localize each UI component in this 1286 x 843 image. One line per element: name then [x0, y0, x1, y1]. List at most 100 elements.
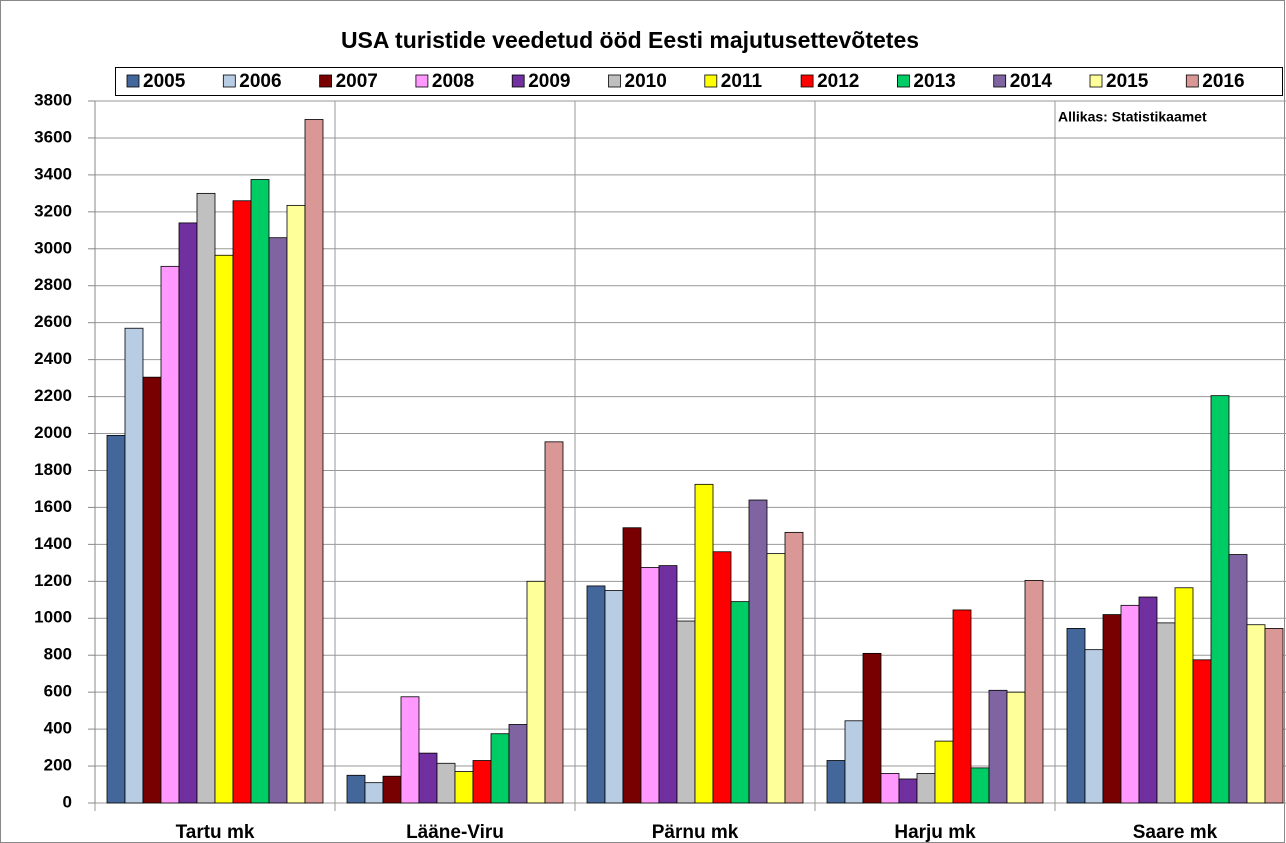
bar [124, 327, 144, 804]
y-tick-label: 2400 [34, 349, 72, 368]
bar [1210, 395, 1230, 804]
bar [766, 553, 786, 804]
y-tick-label: 2600 [34, 312, 72, 331]
bar [622, 527, 642, 804]
y-tick-label: 200 [44, 756, 72, 775]
bar [214, 254, 234, 804]
y-tick-label: 3400 [34, 164, 72, 183]
legend-label: 2008 [432, 71, 474, 92]
bar [364, 782, 384, 804]
y-tick-label: 1400 [34, 534, 72, 553]
x-tick-label: Tartu mk [176, 822, 255, 843]
legend-box [115, 67, 1283, 96]
bar [142, 376, 162, 804]
bar [508, 724, 528, 804]
legend-swatch [704, 74, 718, 88]
legend-label: 2013 [913, 71, 955, 92]
bar [1228, 554, 1248, 804]
bar [106, 434, 126, 804]
bar [418, 752, 438, 804]
legend-label: 2015 [1106, 71, 1149, 92]
legend-swatch [800, 74, 814, 88]
bar [784, 531, 804, 804]
legend-label: 2016 [1202, 71, 1244, 92]
bar [844, 720, 864, 804]
annotation: Allikas: Statistikaamet [1058, 109, 1207, 125]
bar [544, 441, 564, 804]
bar [1102, 614, 1122, 804]
bar [1006, 691, 1026, 804]
legend-label: 2010 [625, 71, 667, 92]
legend-swatch [897, 74, 910, 88]
y-tick-label: 0 [63, 792, 72, 811]
legend-swatch [126, 74, 140, 88]
legend-swatch [1185, 74, 1199, 88]
bar [934, 740, 954, 804]
bar [1084, 649, 1104, 804]
bar [640, 567, 660, 804]
y-tick-label: 3800 [34, 90, 72, 109]
x-tick-label: Pärnu mk [652, 822, 739, 843]
legend-label: 2007 [336, 71, 378, 92]
y-tick-label: 1200 [34, 571, 72, 590]
bar [526, 580, 546, 804]
bar [268, 237, 288, 804]
bar [712, 551, 732, 804]
bar [604, 590, 624, 804]
bar [730, 601, 750, 804]
y-tick-label: 1800 [34, 460, 72, 479]
bar [382, 775, 402, 804]
bar [694, 483, 714, 804]
bar [1264, 628, 1284, 804]
legend-swatch [319, 74, 333, 88]
bar [658, 565, 678, 804]
y-tick-label: 1600 [34, 497, 72, 516]
y-tick-label: 2200 [34, 386, 72, 405]
bar [346, 774, 366, 804]
y-tick-label: 1000 [34, 608, 72, 627]
bar [400, 696, 420, 804]
bar [160, 265, 180, 804]
bar [880, 773, 900, 804]
y-tick-label: 800 [44, 645, 72, 664]
y-tick-label: 600 [44, 682, 72, 701]
bar [196, 192, 216, 804]
legend-swatch [511, 74, 525, 88]
bar [472, 760, 492, 804]
legend-label: 2014 [1010, 71, 1053, 92]
chart-title: USA turistide veedetud ööd Eesti majutus… [341, 27, 919, 53]
y-tick-label: 400 [44, 719, 72, 738]
bar [232, 200, 252, 804]
bar [970, 767, 990, 804]
y-tick-label: 2000 [34, 423, 72, 442]
legend-swatch [1089, 74, 1103, 88]
bar [676, 620, 696, 804]
legend-label: 2005 [143, 71, 186, 92]
bar [586, 585, 606, 804]
legend-label: 2011 [721, 71, 763, 92]
bar [1192, 659, 1212, 804]
bar [490, 733, 510, 804]
bar [1174, 587, 1194, 804]
bar [916, 773, 936, 804]
y-tick-label: 3200 [34, 201, 72, 220]
bar [1024, 579, 1044, 804]
bar [1156, 622, 1176, 804]
legend-swatch [993, 74, 1007, 88]
legend-label: 2012 [817, 71, 859, 92]
bar [988, 689, 1008, 804]
bar [436, 762, 456, 804]
legend-label: 2009 [528, 71, 570, 92]
y-tick-label: 3000 [34, 238, 72, 257]
bar [1120, 604, 1140, 804]
x-tick-label: Harju mk [894, 822, 976, 843]
x-tick-label: Lääne-Viru [406, 822, 504, 843]
bar [250, 179, 270, 804]
bar [286, 204, 306, 804]
x-tick-label: Saare mk [1133, 822, 1218, 843]
bar [1138, 596, 1158, 804]
legend-swatch [608, 74, 621, 88]
y-tick-label: 2800 [34, 275, 72, 294]
bar [454, 771, 474, 804]
